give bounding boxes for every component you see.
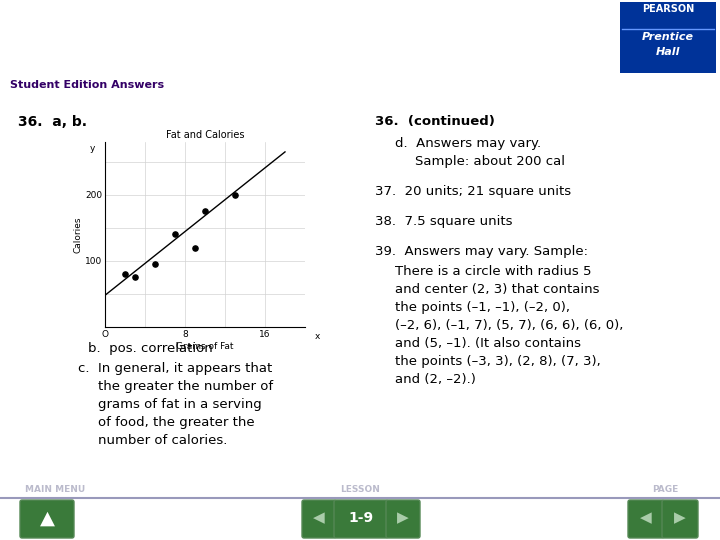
Text: 37.  20 units; 21 square units: 37. 20 units; 21 square units [375, 185, 571, 198]
Text: ALGEBRA 1  LESSON 1-9: ALGEBRA 1 LESSON 1-9 [10, 51, 129, 61]
Text: x: x [315, 333, 320, 341]
Point [229, 191, 240, 199]
Point [149, 260, 161, 268]
Text: PAGE: PAGE [652, 485, 678, 494]
Text: the points (–1, –1), (–2, 0),: the points (–1, –1), (–2, 0), [395, 301, 570, 314]
Text: Graphing Data on the Coordinate Plane: Graphing Data on the Coordinate Plane [10, 23, 473, 43]
Title: Fat and Calories: Fat and Calories [166, 130, 244, 140]
Text: 36.  a, b.: 36. a, b. [18, 115, 87, 129]
Text: There is a circle with radius 5: There is a circle with radius 5 [395, 265, 592, 278]
FancyBboxPatch shape [628, 500, 664, 538]
Text: c.  In general, it appears that: c. In general, it appears that [78, 362, 272, 375]
Text: ▶: ▶ [674, 510, 686, 525]
Text: ◀: ◀ [640, 510, 652, 525]
X-axis label: Grams of Fat: Grams of Fat [176, 342, 234, 350]
Point [169, 230, 181, 239]
Text: and (2, –2).): and (2, –2).) [395, 373, 476, 386]
Text: the greater the number of: the greater the number of [98, 380, 273, 393]
Text: number of calories.: number of calories. [98, 434, 228, 447]
Text: grams of fat in a serving: grams of fat in a serving [98, 398, 262, 411]
Text: 36.  (continued): 36. (continued) [375, 115, 495, 128]
Text: Hall: Hall [656, 47, 680, 57]
FancyBboxPatch shape [334, 500, 388, 538]
Point [199, 207, 211, 215]
Text: 1-9: 1-9 [348, 511, 374, 525]
Text: LESSON: LESSON [340, 485, 380, 494]
Point [130, 273, 141, 282]
Text: MAIN MENU: MAIN MENU [25, 485, 85, 494]
Text: Sample: about 200 cal: Sample: about 200 cal [415, 155, 565, 168]
Text: and (5, –1). (It also contains: and (5, –1). (It also contains [395, 337, 581, 350]
Text: PEARSON: PEARSON [642, 4, 694, 14]
Text: and center (2, 3) that contains: and center (2, 3) that contains [395, 283, 600, 296]
Y-axis label: Calories: Calories [73, 216, 82, 253]
Text: the points (–3, 3), (2, 8), (7, 3),: the points (–3, 3), (2, 8), (7, 3), [395, 355, 600, 368]
Text: Student Edition Answers: Student Edition Answers [10, 80, 164, 90]
Text: ▲: ▲ [40, 509, 55, 528]
Bar [620, 2, 716, 73]
Text: ◀: ◀ [313, 510, 325, 525]
Text: (–2, 6), (–1, 7), (5, 7), (6, 6), (6, 0),: (–2, 6), (–1, 7), (5, 7), (6, 6), (6, 0)… [395, 319, 624, 332]
Text: 39.  Answers may vary. Sample:: 39. Answers may vary. Sample: [375, 245, 588, 258]
Text: ▶: ▶ [397, 510, 409, 525]
Text: 38.  7.5 square units: 38. 7.5 square units [375, 215, 513, 228]
FancyBboxPatch shape [662, 500, 698, 538]
Text: d.  Answers may vary.: d. Answers may vary. [395, 137, 541, 150]
Text: y: y [89, 144, 95, 153]
Point [189, 244, 201, 252]
Point [120, 270, 131, 279]
FancyBboxPatch shape [20, 500, 74, 538]
Text: b.  pos. correlation: b. pos. correlation [88, 342, 212, 355]
FancyBboxPatch shape [302, 500, 336, 538]
Text: of food, the greater the: of food, the greater the [98, 416, 255, 429]
Text: Prentice: Prentice [642, 32, 694, 42]
FancyBboxPatch shape [386, 500, 420, 538]
